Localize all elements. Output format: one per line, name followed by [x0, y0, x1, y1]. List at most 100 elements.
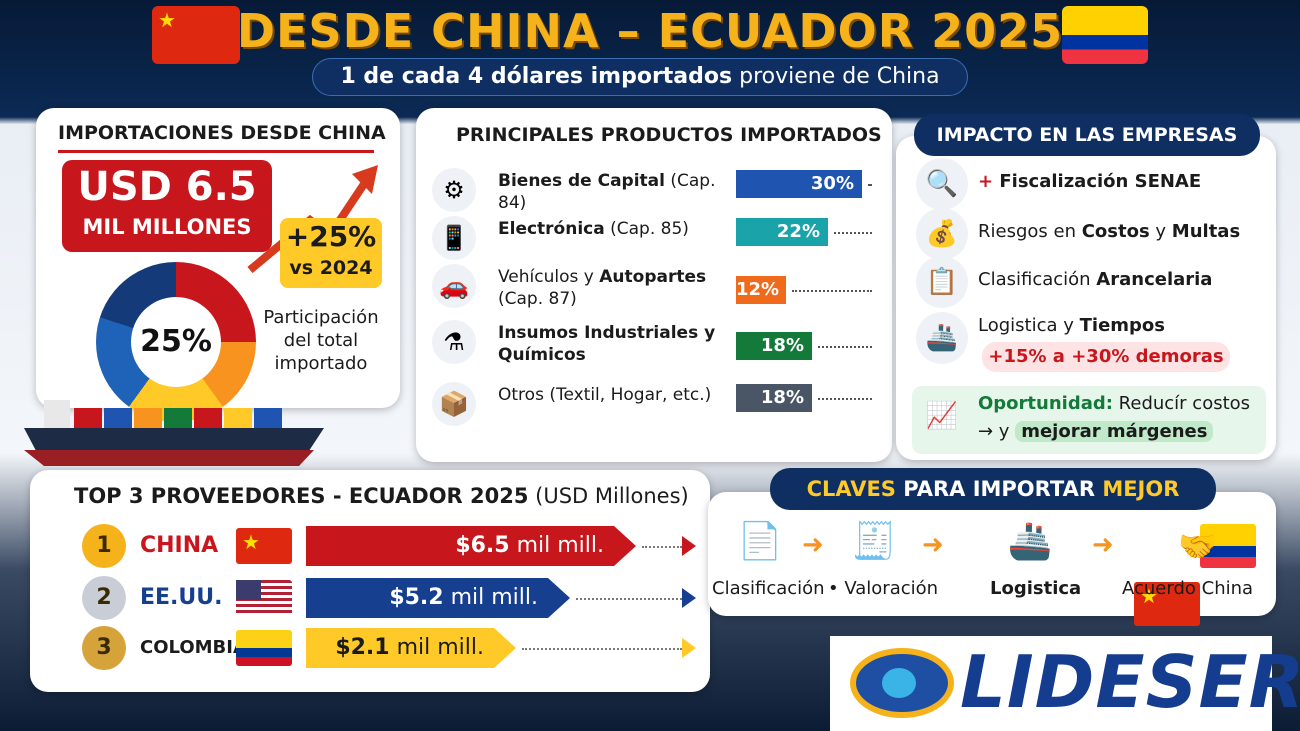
- arrow-right-icon: [682, 638, 696, 658]
- logistica-pre: Logistica y: [978, 315, 1080, 336]
- impact-row-logistica: 🚢 Logistica y Tiempos: [916, 312, 1256, 372]
- product-row: 📱 Electrónica (Cap. 85) 22%: [432, 214, 872, 264]
- top3-title-unit: (USD Millones): [528, 484, 689, 508]
- product-row: 📦 Otros (Textil, Hogar, etc.) 18%: [432, 380, 872, 430]
- product-name: Otros (Textil, Hogar, etc.): [498, 384, 738, 406]
- impact-row-oportunidad: 📈 Oportunidad: Reducír costos → y mejora…: [916, 390, 1256, 450]
- fiscalizacion-text: Fiscalización SENAE: [993, 171, 1202, 192]
- product-name-pre: Vehículos y: [498, 267, 600, 287]
- top3-title-main: TOP 3 PROVEEDORES - ECUADOR 2025: [74, 484, 529, 508]
- logo-text: LIDESER: [960, 640, 1300, 724]
- share-value: 25%: [131, 297, 221, 387]
- impact-row-clasificacion: 📋 Clasificación Arancelaria: [916, 256, 1256, 308]
- product-name: Bienes de Capital (Cap. 84): [498, 170, 738, 214]
- growth-chart-icon: 📈: [925, 401, 959, 431]
- product-name: Insumos Industriales y Químicos: [498, 322, 738, 366]
- product-name-bold: Bienes de Capital: [498, 171, 665, 191]
- country-flag: [236, 630, 292, 666]
- money-bag-icon: 💰: [916, 208, 968, 260]
- product-bar: 18%: [736, 384, 812, 412]
- product-name-post: (Cap. 84): [498, 171, 716, 213]
- product-connector: [834, 232, 872, 234]
- supplier-row: 2 EE.UU. $5.2 mil mill.: [82, 576, 702, 620]
- keys-title: CLAVES PARA IMPORTAR MEJOR: [770, 468, 1216, 510]
- keys-title-mejor: MEJOR: [1102, 477, 1180, 501]
- supplier-row: 3 COLOMBIA $2.1 mil mill.: [82, 626, 702, 670]
- impact-row-riesgos: 💰 Riesgos en Costos y Multas: [916, 208, 1256, 260]
- oportunidad-text: Reducír costos: [1112, 393, 1251, 414]
- magnifier-icon: 🔍: [916, 158, 968, 210]
- oportunidad-margins: mejorar márgenes: [1015, 421, 1214, 442]
- share-label: Participación del total importado: [263, 307, 379, 374]
- supplier-bar: $5.2 mil mill.: [306, 578, 570, 618]
- product-row: ⚙ Bienes de Capital (Cap. 84) 30%: [432, 166, 872, 216]
- product-name-bold: Insumos Industriales y Químicos: [498, 323, 716, 365]
- supplier-connector: [576, 598, 682, 600]
- arrow-right-icon: [682, 588, 696, 608]
- delay-badge: +15% a +30% demoras: [982, 342, 1230, 372]
- rank-medal-icon: 2: [82, 576, 126, 620]
- rank-medal-icon: 3: [82, 626, 126, 670]
- plus-sign: +: [978, 171, 994, 192]
- imports-title: IMPORTACIONES DESDE CHINA: [58, 122, 386, 144]
- key-label-acuerdo: Acuerdo China: [1122, 578, 1254, 599]
- impact-fiscalizacion: + Fiscalización SENAE: [978, 170, 1201, 194]
- page-subtitle: 1 de cada 4 dólares importados proviene …: [312, 58, 968, 96]
- impact-title: IMPACTO EN LAS EMPRESAS: [914, 114, 1260, 156]
- arrow-right-icon: [682, 536, 696, 556]
- product-bar: 30%: [736, 170, 862, 198]
- rank-number: 1: [96, 533, 112, 558]
- china-flag-header: [152, 6, 240, 64]
- rank-medal-icon: 1: [82, 524, 126, 568]
- handshake-icon: 🤝: [1178, 527, 1218, 565]
- product-value: 18%: [760, 387, 804, 408]
- supplier-value-unit: mil mill.: [509, 533, 604, 558]
- impact-row-fiscalizacion: 🔍 + Fiscalización SENAE: [916, 158, 1256, 210]
- arrow-right-icon: ➜: [802, 530, 824, 560]
- ecuador-flag-keys: [1200, 524, 1256, 568]
- key-label-clasificacion: Clasificación: [712, 578, 825, 599]
- supplier-bar: $6.5 mil mill.: [306, 526, 636, 566]
- ship-icon: 🚢: [916, 312, 968, 364]
- product-name-post: (Cap. 85): [604, 219, 689, 239]
- supplier-connector: [642, 546, 682, 548]
- impact-logistica: Logistica y Tiempos: [978, 314, 1165, 338]
- supplier-value-unit: mil mill.: [443, 585, 538, 610]
- product-connector: [868, 184, 872, 186]
- product-icon: ⚗: [432, 320, 476, 364]
- imports-amount: USD 6.5: [77, 164, 257, 210]
- impact-oportunidad-line2: → y mejorar márgenes: [978, 420, 1214, 444]
- keys-title-mid: PARA IMPORTAR: [895, 477, 1103, 501]
- keys-title-claves: CLAVES: [806, 477, 896, 501]
- impact-riesgos: Riesgos en Costos y Multas: [978, 220, 1240, 244]
- invoice-icon: 🧾: [851, 521, 897, 562]
- products-title: PRINCIPALES PRODUCTOS IMPORTADOS: [456, 124, 882, 146]
- product-name: Vehículos y Autopartes (Cap. 87): [498, 266, 738, 310]
- product-bar: 12%: [736, 276, 786, 304]
- product-value: 12%: [736, 279, 780, 300]
- supplier-value: $6.5: [455, 533, 510, 558]
- product-icon: ⚙: [432, 168, 476, 212]
- logistica-tiempos: Tiempos: [1079, 315, 1166, 336]
- product-icon: 📦: [432, 382, 476, 426]
- riesgos-costos: Costos: [1081, 221, 1150, 242]
- product-row: ⚗ Insumos Industriales y Químicos 18%: [432, 318, 872, 368]
- document-check-icon: 📄: [737, 521, 783, 562]
- impact-oportunidad: Oportunidad: Reducír costos: [978, 392, 1250, 416]
- ecuador-flag-header: [1062, 6, 1148, 64]
- impact-clasificacion: Clasificación Arancelaria: [978, 268, 1212, 292]
- country-flag: [236, 528, 292, 564]
- supplier-row: 1 CHINA $6.5 mil mill.: [82, 524, 702, 568]
- product-name-pre: Otros (Textil, Hogar, etc.): [498, 385, 712, 405]
- top3-title: TOP 3 PROVEEDORES - ECUADOR 2025 (USD Mi…: [74, 484, 689, 508]
- subtitle-rest: proviene de China: [732, 64, 940, 89]
- supplier-country: EE.UU.: [140, 576, 223, 620]
- country-name: COLOMBIA: [140, 637, 247, 658]
- product-bar: 22%: [736, 218, 828, 246]
- rank-number: 3: [96, 635, 112, 660]
- product-connector: [818, 346, 872, 348]
- country-name: CHINA: [140, 533, 219, 558]
- product-name-post: (Cap. 87): [498, 289, 577, 309]
- supplier-value: $5.2: [389, 585, 444, 610]
- lideser-logo-icon: [850, 648, 954, 718]
